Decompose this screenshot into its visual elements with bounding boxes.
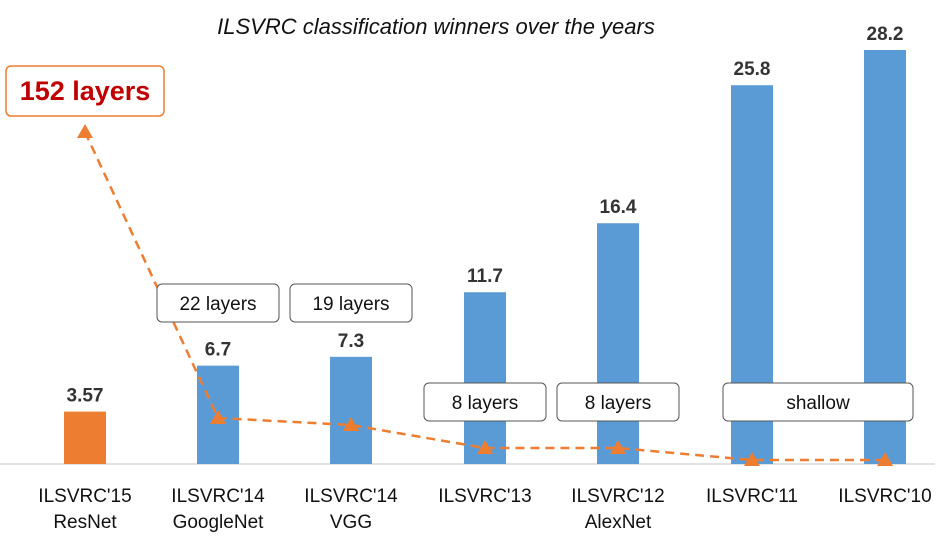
layer-callout-label: 152 layers: [20, 76, 151, 106]
layer-label-1: 22 layers: [179, 294, 256, 315]
value-label-7: 28.2: [867, 24, 904, 45]
layer-box-5: [722, 382, 914, 422]
bar-3: [330, 356, 372, 464]
layers-marker-6: [744, 452, 760, 466]
layer-box-3: [423, 382, 547, 422]
layers-marker-4: [477, 440, 493, 454]
category-label-6-line-1: ILSVRC'11: [706, 486, 798, 507]
category-label-7-line-1: ILSVRC'10: [838, 486, 931, 507]
value-label-4: 11.7: [467, 266, 503, 287]
value-label-6: 25.8: [734, 59, 771, 80]
layer-box-2: [289, 283, 413, 323]
layer-callout-box: [5, 65, 165, 117]
layers-marker-3: [343, 417, 359, 431]
category-label-2-line-1: ILSVRC'14: [171, 486, 265, 507]
layer-label-2: 19 layers: [312, 294, 389, 315]
layer-label-5: shallow: [786, 393, 850, 414]
layers-marker-2: [210, 410, 226, 424]
layer-box-4: [556, 382, 680, 422]
value-label-1: 3.57: [67, 386, 104, 407]
category-label-1-line-1: ILSVRC'15: [38, 486, 131, 507]
layers-marker-5: [610, 440, 626, 454]
category-label-3-line-2: VGG: [330, 512, 372, 533]
bar-1: [64, 411, 106, 464]
category-label-5-line-1: ILSVRC'12: [571, 486, 664, 507]
category-label-4-line-1: ILSVRC'13: [438, 486, 531, 507]
layer-label-3: 8 layers: [452, 393, 519, 414]
category-label-2-line-2: GoogleNet: [173, 512, 265, 533]
layer-box-1: [156, 283, 280, 323]
chart-title: ILSVRC classification winners over the y…: [217, 14, 655, 39]
layers-marker-1: [77, 124, 93, 138]
bar-4: [464, 292, 506, 464]
bar-5: [597, 223, 639, 464]
layers-marker-7: [877, 452, 893, 466]
category-label-3-line-1: ILSVRC'14: [304, 486, 398, 507]
value-label-3: 7.3: [338, 331, 364, 352]
layer-label-4: 8 layers: [585, 393, 652, 414]
category-label-1-line-2: ResNet: [53, 512, 117, 533]
value-label-5: 16.4: [600, 197, 637, 218]
value-label-2: 6.7: [205, 340, 231, 361]
category-label-5-line-2: AlexNet: [585, 512, 652, 533]
